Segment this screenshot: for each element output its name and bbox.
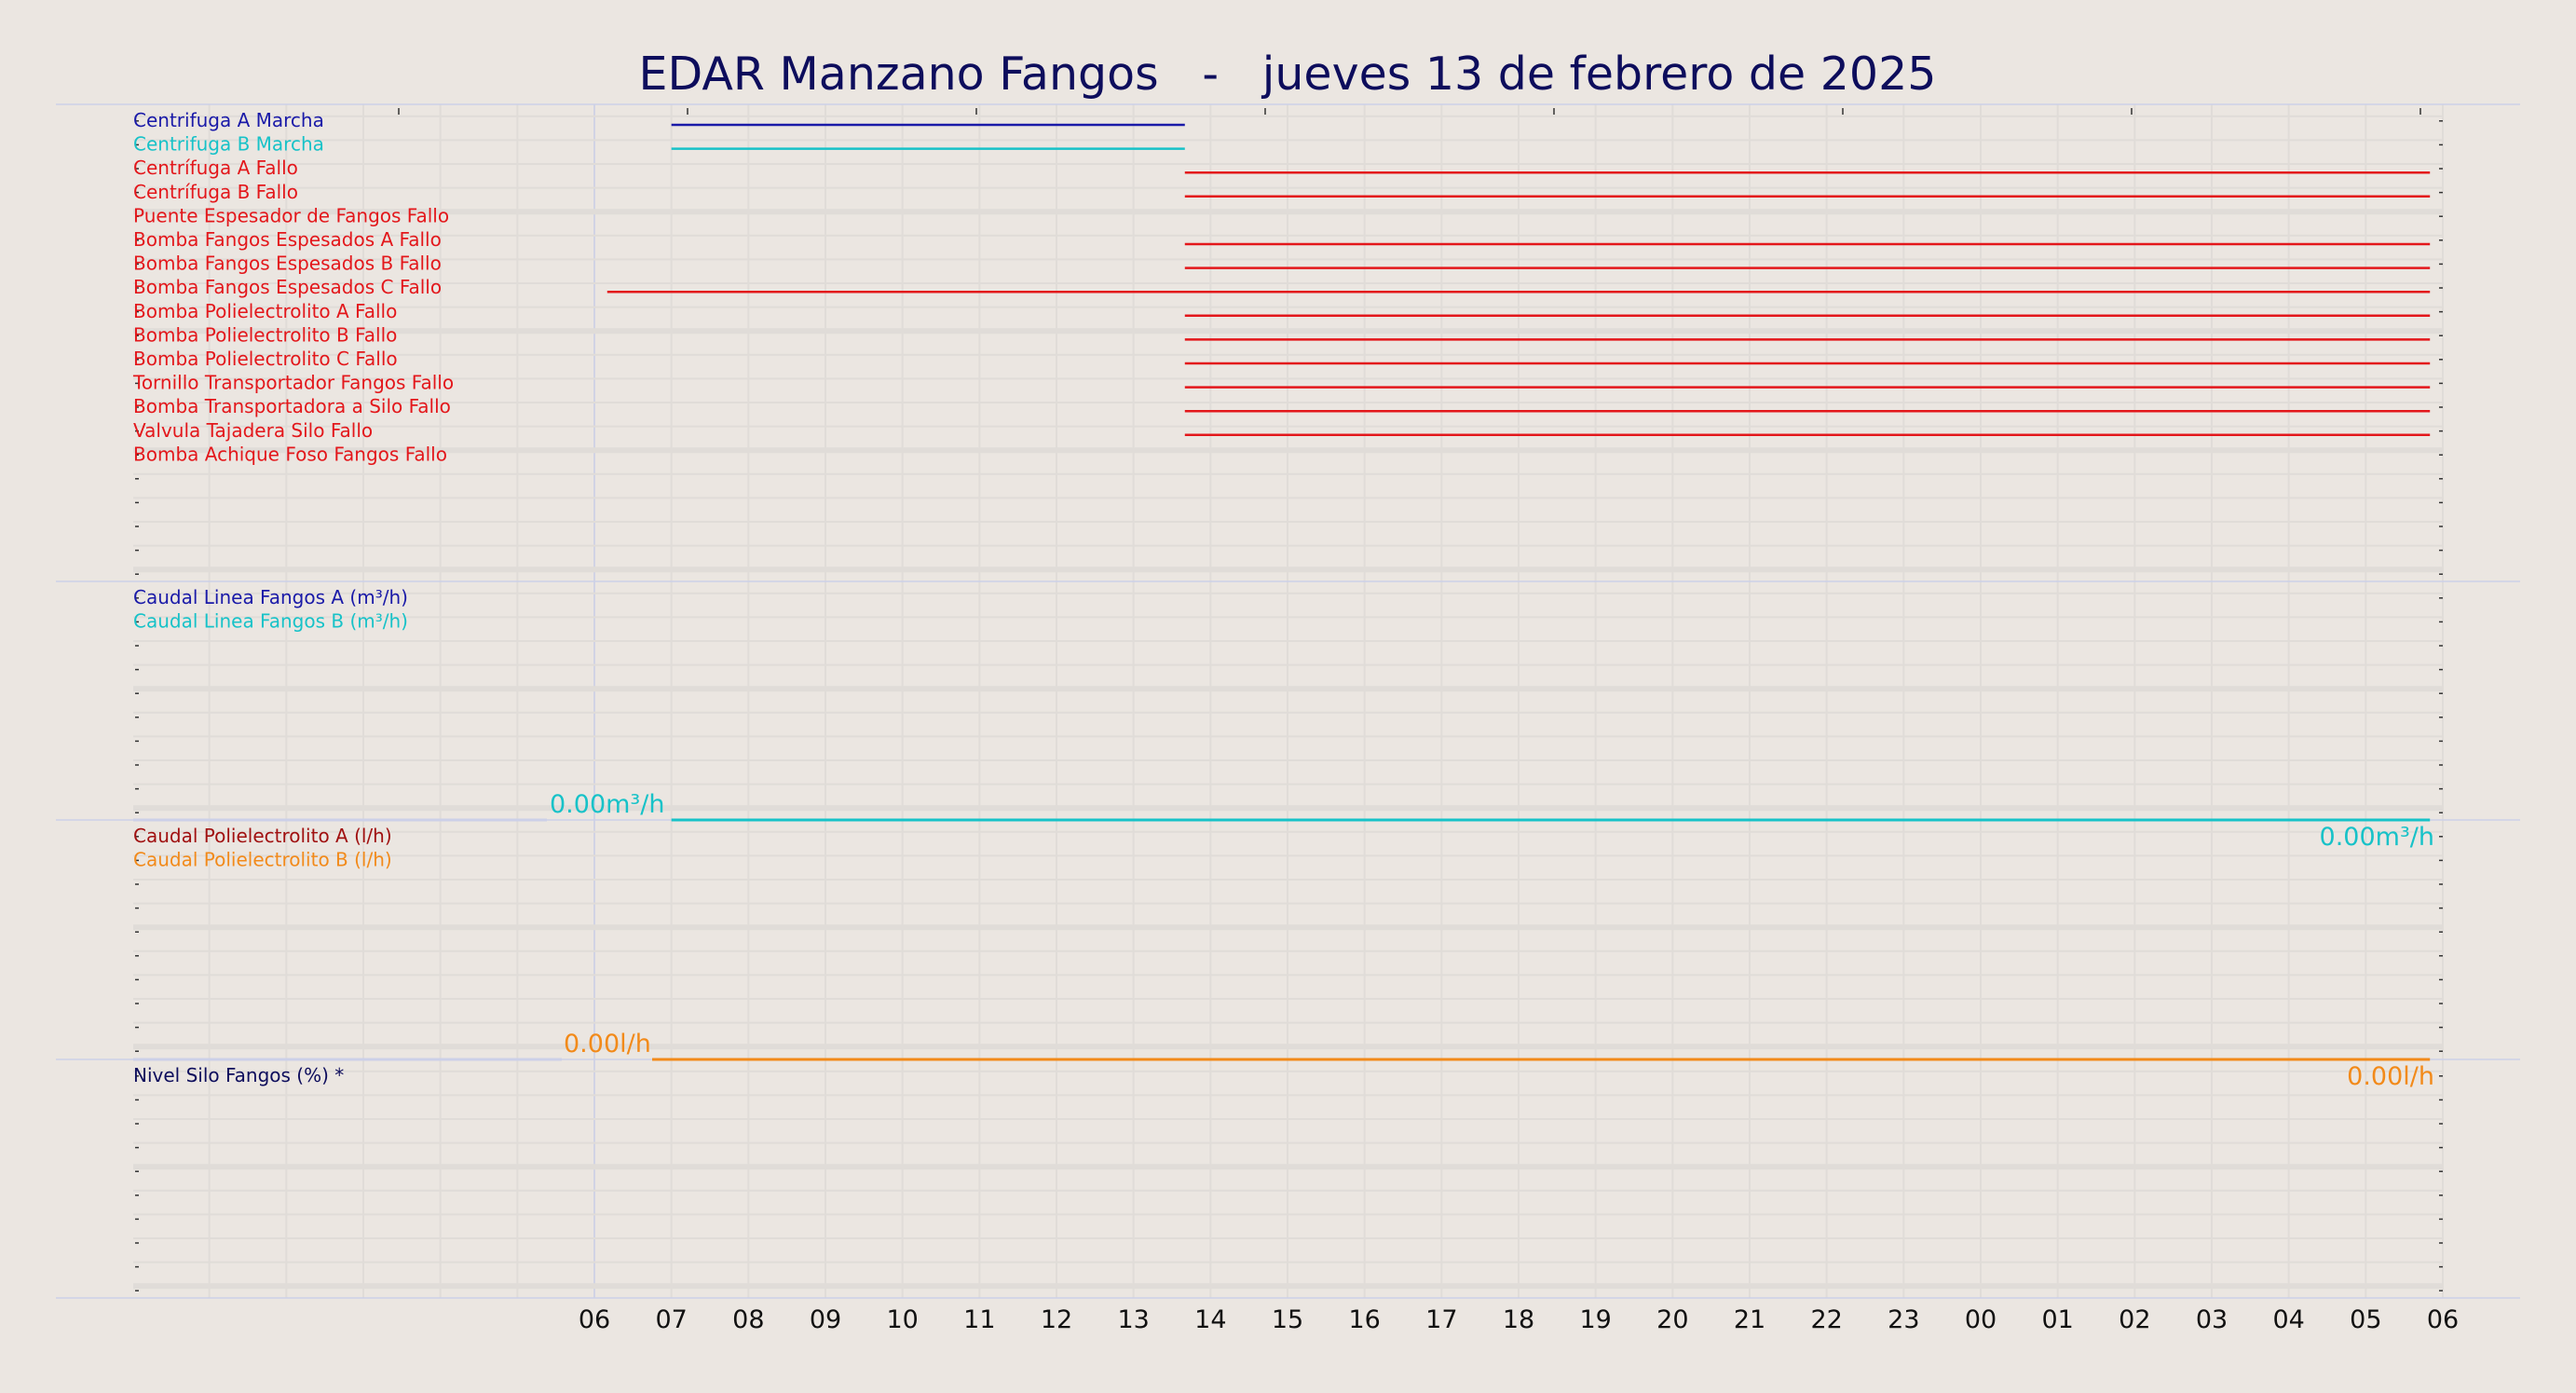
x-tick-label: 05 [2350,1305,2381,1334]
x-tick-label: 10 [886,1305,918,1334]
series-label: Centrifuga A Marcha [133,109,324,131]
series-label: Valvula Tajadera Silo Fallo [133,419,373,442]
series-label: Tornillo Transportador Fangos Fallo [132,372,454,394]
x-tick-label: 08 [732,1305,764,1334]
value-label-start: 0.00m³/h [550,790,664,819]
series-label: Caudal Linea Fangos A (m³/h) [133,586,408,608]
x-tick-label: 18 [1503,1305,1534,1334]
series-label: Puente Espesador de Fangos Fallo [133,204,449,226]
x-tick-label: 16 [1348,1305,1380,1334]
x-tick-label: 20 [1656,1305,1688,1334]
x-tick-label: 23 [1888,1305,1919,1334]
series-label: Caudal Linea Fangos B (m³/h) [133,610,408,633]
series-label: Centrifuga B Marcha [133,133,324,156]
series-label: Bomba Fangos Espesados A Fallo [133,228,442,251]
x-tick-label: 07 [655,1305,687,1334]
x-tick-label: 00 [1965,1305,1997,1334]
x-tick-label: 04 [2272,1305,2304,1334]
chart-title: EDAR Manzano Fangos - jueves 13 de febre… [639,48,1937,101]
series-label: Bomba Polielectrolito B Fallo [133,323,397,346]
x-tick-label: 11 [963,1305,995,1334]
series-label: Centrífuga A Fallo [133,157,298,179]
series-label: Nivel Silo Fangos (%) * [133,1064,344,1086]
value-label-end: 0.00l/h [2347,1062,2434,1091]
x-tick-label: 15 [1272,1305,1303,1334]
x-tick-label: 03 [2196,1305,2228,1334]
series-label: Bomba Fangos Espesados C Fallo [133,276,442,298]
x-tick-label: 17 [1425,1305,1457,1334]
series-label: Caudal Polielectrolito B (l/h) [133,849,392,871]
x-tick-label: 12 [1041,1305,1072,1334]
value-label-start: 0.00l/h [564,1030,651,1058]
x-tick-label: 06 [579,1305,610,1334]
x-tick-label: 02 [2119,1305,2150,1334]
series-label: Caudal Polielectrolito A (l/h) [133,825,392,847]
x-tick-label: 19 [1579,1305,1611,1334]
x-tick-label: 21 [1734,1305,1765,1334]
x-tick-label: 01 [2041,1305,2073,1334]
series-label: Centrífuga B Fallo [133,181,298,203]
x-tick-label: 09 [810,1305,841,1334]
x-tick-label: 13 [1117,1305,1149,1334]
x-tick-label: 14 [1194,1305,1226,1334]
value-label-end: 0.00m³/h [2320,823,2434,852]
series-label: Bomba Polielectrolito C Fallo [133,348,398,370]
series-label: Bomba Achique Foso Fangos Fallo [133,443,447,465]
x-tick-label: 06 [2427,1305,2459,1334]
x-tick-label: 22 [1810,1305,1842,1334]
series-label: Bomba Fangos Espesados B Fallo [133,253,442,275]
series-label: Bomba Transportadora a Silo Fallo [133,395,451,417]
series-label: Bomba Polielectrolito A Fallo [133,300,397,322]
